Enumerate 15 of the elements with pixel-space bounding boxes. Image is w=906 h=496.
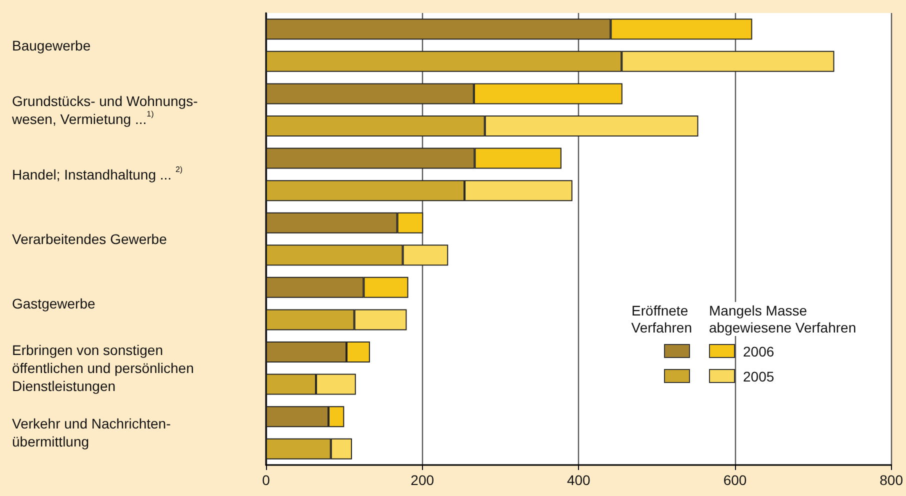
y-tick-label: Handel; Instandhaltung ... 2) <box>12 164 183 182</box>
y-tick-label: Gastgewerbe <box>12 296 96 312</box>
y-tick-label: Baugewerbe <box>12 37 91 54</box>
annotation: Mangels Masse abgewiesene Verfahren <box>709 302 856 336</box>
y-tick-label: Verkehr und Nachrichten- übermittlung <box>12 416 172 450</box>
x-tick-label: 200 <box>410 472 434 488</box>
x-tick-label: 800 <box>880 472 904 488</box>
y-tick-label: Verarbeitendes Gewerbe <box>12 231 168 247</box>
x-tick-label: 400 <box>566 472 591 488</box>
x-tick-label: 0 <box>262 472 270 488</box>
annotation: 2005 <box>743 368 774 384</box>
x-tick-label: 600 <box>723 472 747 488</box>
y-tick-label: Erbringen von sonstigen öffentlichen und persönlichen Dienstleistungen <box>12 342 194 394</box>
annotation: 2006 <box>743 344 774 360</box>
annotation: Eröffnete Verfahren <box>631 302 692 336</box>
